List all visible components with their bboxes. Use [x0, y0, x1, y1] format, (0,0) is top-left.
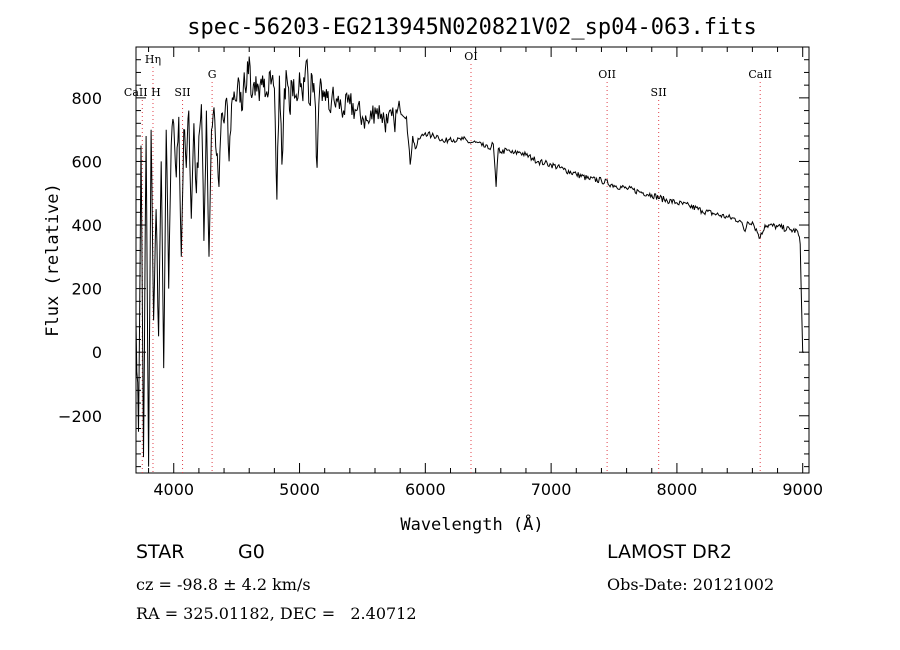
redshift-text: cz = -98.8 ± 4.2 km/s: [136, 575, 311, 594]
plot-frame: [135, 46, 810, 474]
y-tick-label: 400: [71, 216, 102, 235]
x-tick-label: 6000: [405, 480, 446, 499]
line-marker-label: OII: [598, 68, 616, 81]
chart-title: spec-56203-EG213945N020821V02_sp04-063.f…: [187, 15, 757, 40]
line-marker-label: SII: [174, 86, 190, 99]
line-marker-label: OI: [464, 50, 477, 63]
object-subclass: G0: [238, 541, 265, 563]
line-marker-label: Hη: [145, 53, 161, 66]
spectrum-line: [135, 56, 804, 467]
obs-date: Obs-Date: 20121002: [607, 575, 775, 594]
x-axis-label: Wavelength (Å): [400, 513, 543, 535]
y-tick-label: 600: [71, 152, 102, 171]
object-class: STAR: [136, 541, 185, 563]
x-tick-label: 5000: [279, 480, 320, 499]
y-tick-label: 800: [71, 89, 102, 108]
y-tick-label: −200: [58, 407, 102, 426]
line-markers: Hη CaII H SII G OI OII SII CaII: [124, 50, 772, 473]
x-tick-label: 9000: [782, 480, 823, 499]
y-tick-label: 0: [92, 343, 102, 362]
y-tick-label: 200: [71, 280, 102, 299]
axis-ticks: 4000 5000 6000 7000 8000 9000 −200 0 200 400 600 80…: [58, 47, 823, 499]
y-axis-label: Flux (relative): [43, 183, 63, 337]
x-tick-label: 7000: [531, 480, 572, 499]
x-tick-label: 8000: [657, 480, 698, 499]
line-marker-label: G: [208, 68, 217, 81]
line-marker-label: CaII H: [124, 86, 161, 99]
coordinates: RA = 325.01182, DEC = 2.40712: [136, 604, 417, 623]
line-marker-label: SII: [651, 86, 667, 99]
survey-name: LAMOST DR2: [607, 541, 732, 563]
x-tick-label: 4000: [153, 480, 194, 499]
line-marker-label: CaII: [748, 68, 772, 81]
